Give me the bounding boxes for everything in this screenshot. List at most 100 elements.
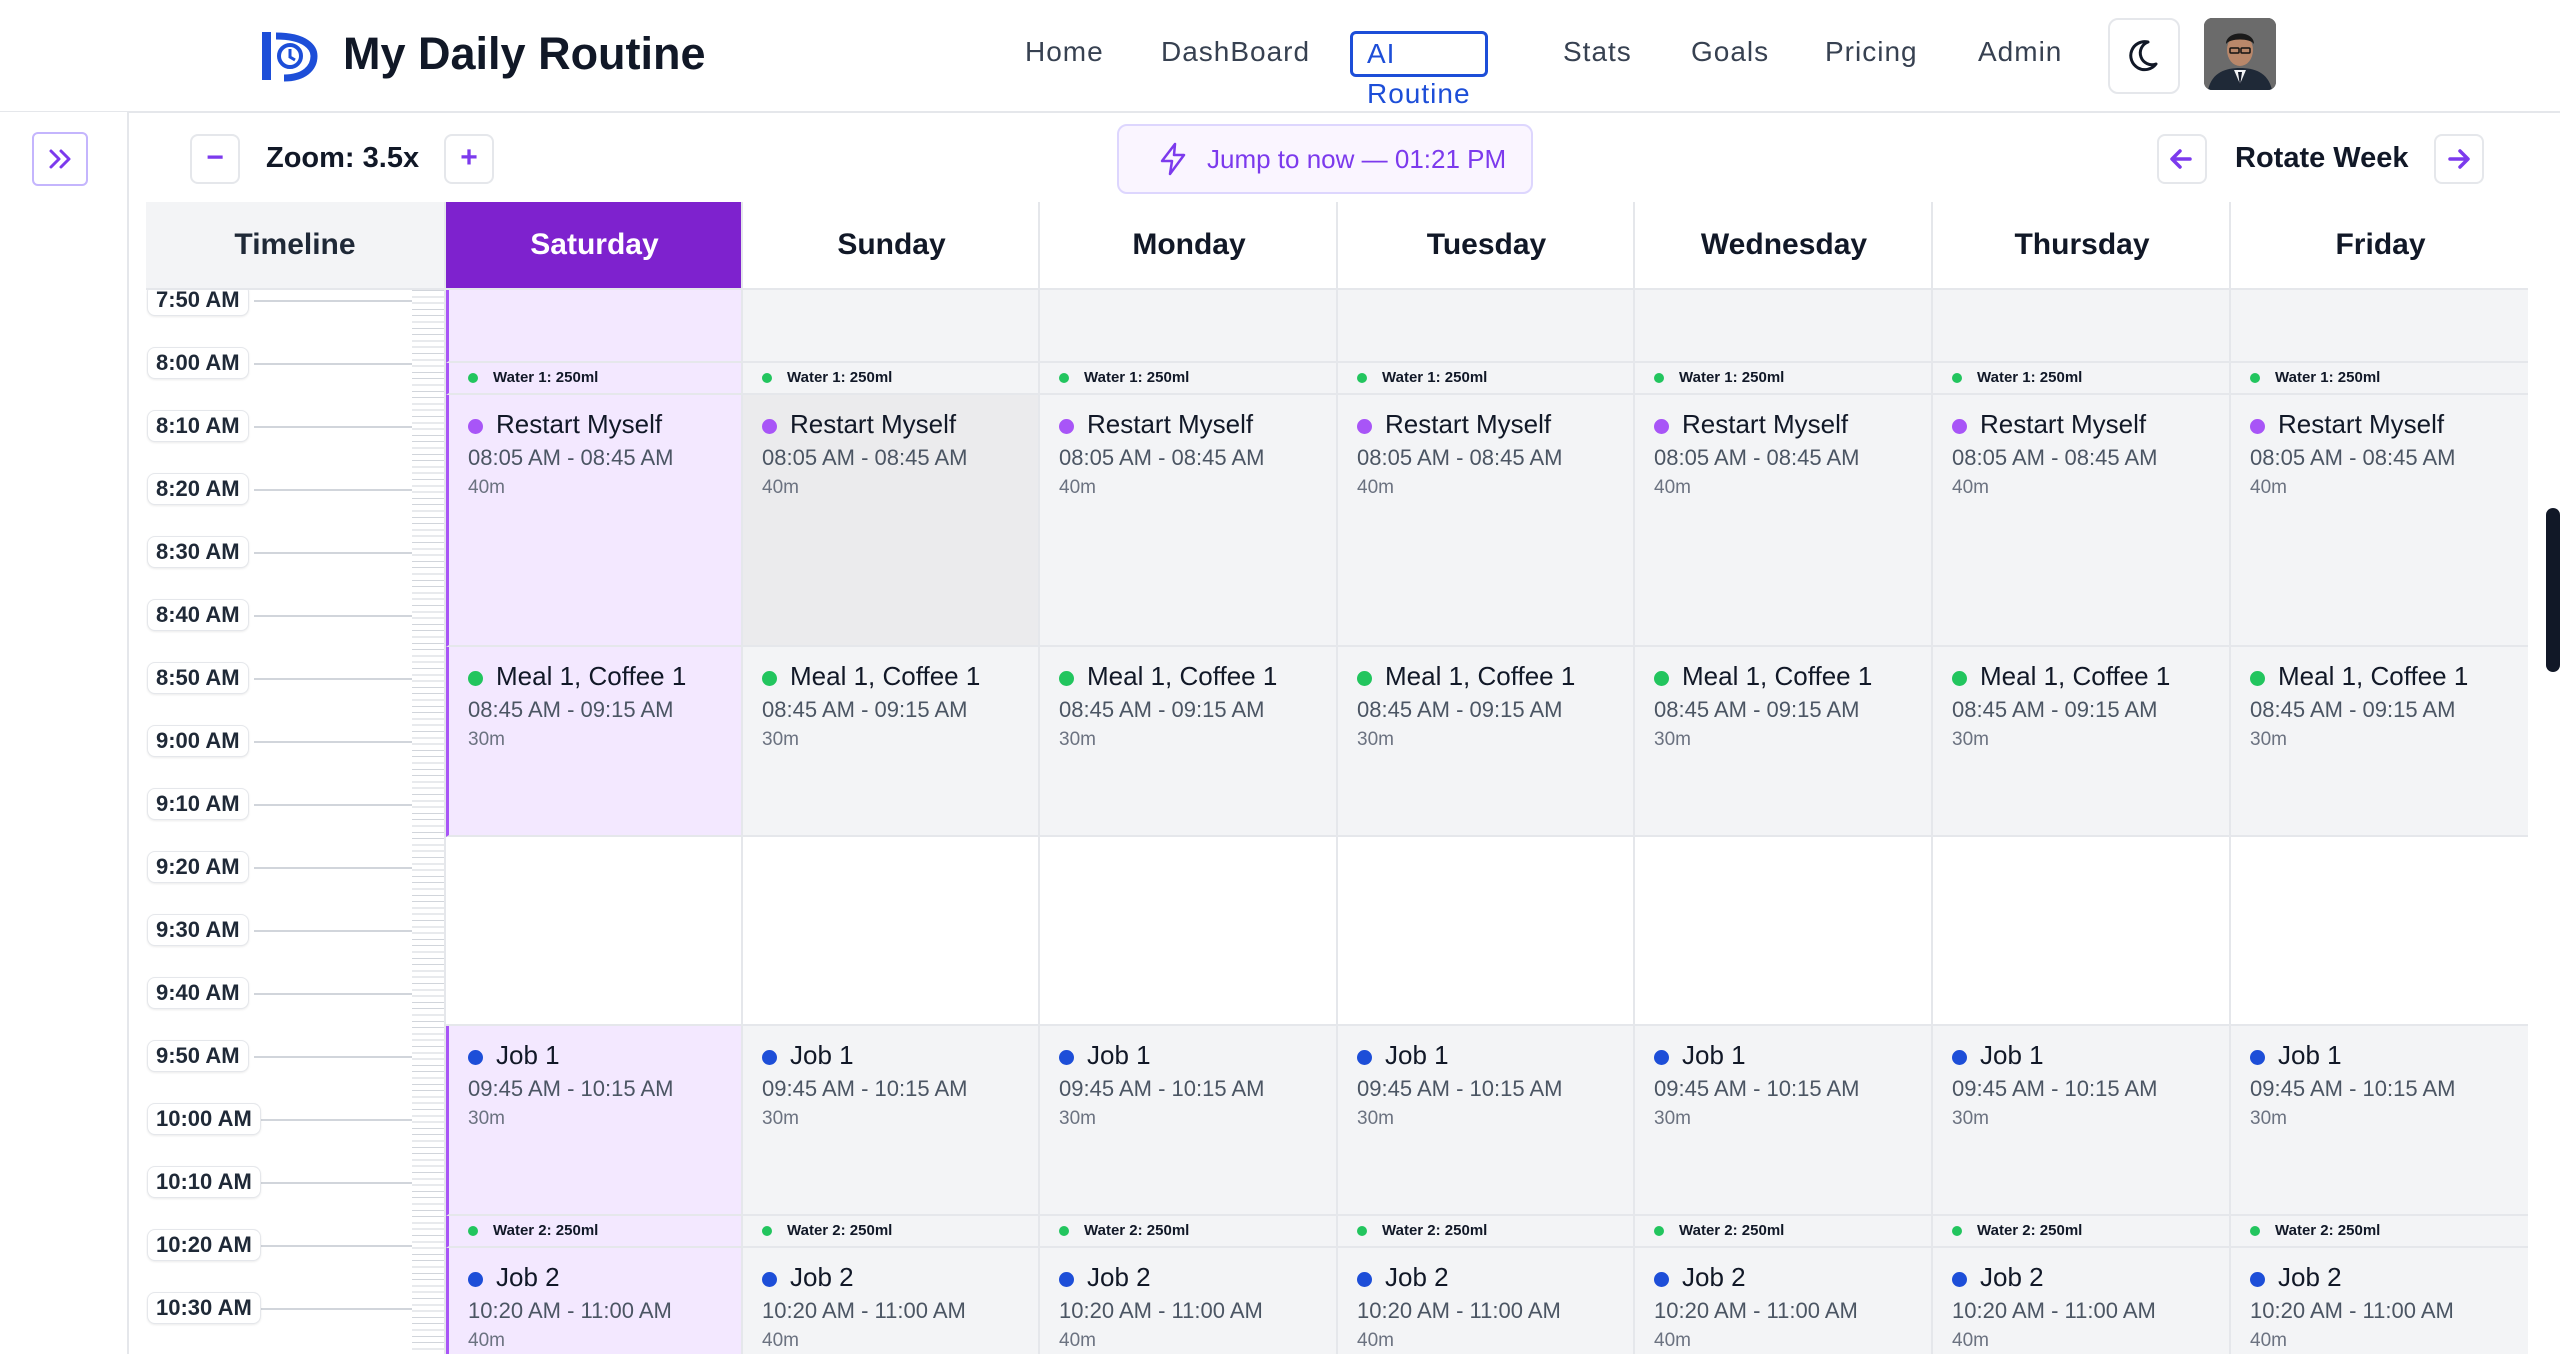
day-header-tuesday[interactable]: Tuesday [1336, 202, 1635, 290]
event-duration: 40m [1059, 477, 1096, 498]
app-logo-icon[interactable] [260, 28, 320, 84]
event-duration: 30m [1357, 729, 1394, 750]
nav-dashboard[interactable]: DashBoard [1161, 36, 1311, 67]
time-slot-empty[interactable] [1040, 837, 1338, 1026]
event-card[interactable]: Job 2 10:20 AM - 11:00 AM 40m [743, 1248, 1040, 1354]
event-card[interactable]: Restart Myself 08:05 AM - 08:45 AM 40m [1933, 395, 2231, 647]
event-card[interactable]: Restart Myself 08:05 AM - 08:45 AM 40m [743, 395, 1040, 647]
time-slot-empty[interactable] [1635, 290, 1933, 363]
water-reminder-label: Water 1: 250ml [1084, 369, 1190, 386]
water-reminder[interactable]: Water 2: 250ml [446, 1216, 743, 1248]
nav-ai-routine[interactable]: AI Routine [1350, 31, 1488, 109]
zoom-out-button[interactable]: − [190, 134, 240, 184]
event-card[interactable]: Meal 1, Coffee 1 08:45 AM - 09:15 AM 30m [446, 647, 743, 837]
tick-label: 10:20 AM [147, 1229, 261, 1261]
time-slot-empty[interactable] [1933, 290, 2231, 363]
day-header-friday[interactable]: Friday [2229, 202, 2528, 290]
zoom-in-button[interactable]: + [444, 134, 494, 184]
water-reminder[interactable]: Water 2: 250ml [1933, 1216, 2231, 1248]
time-slot-empty[interactable] [2231, 290, 2528, 363]
user-avatar[interactable] [2204, 18, 2276, 90]
event-duration: 40m [1357, 1330, 1394, 1351]
water-reminder[interactable]: Water 2: 250ml [743, 1216, 1040, 1248]
event-card[interactable]: Job 1 09:45 AM - 10:15 AM 30m [2231, 1026, 2528, 1216]
app-title[interactable]: My Daily Routine [343, 28, 706, 79]
nav-pricing[interactable]: Pricing [1825, 36, 1918, 67]
water-reminder[interactable]: Water 2: 250ml [1338, 1216, 1635, 1248]
event-card[interactable]: Job 2 10:20 AM - 11:00 AM 40m [446, 1248, 743, 1354]
event-card[interactable]: Job 2 10:20 AM - 11:00 AM 40m [1338, 1248, 1635, 1354]
event-card[interactable]: Job 2 10:20 AM - 11:00 AM 40m [1635, 1248, 1933, 1354]
nav-home[interactable]: Home [1025, 36, 1104, 67]
tick-line [254, 930, 412, 932]
event-time-range: 09:45 AM - 10:15 AM [2250, 1076, 2456, 1101]
tick-line [254, 741, 412, 743]
time-slot-empty[interactable] [446, 837, 743, 1026]
day-column-sunday: Water 1: 250ml Restart Myself 08:05 AM - 0… [741, 290, 1040, 1354]
day-header-saturday[interactable]: Saturday [444, 202, 743, 290]
event-card[interactable]: Restart Myself 08:05 AM - 08:45 AM 40m [1635, 395, 1933, 647]
nav-stats[interactable]: Stats [1563, 36, 1632, 67]
event-card[interactable]: Meal 1, Coffee 1 08:45 AM - 09:15 AM 30m [743, 647, 1040, 837]
water-reminder[interactable]: Water 2: 250ml [2231, 1216, 2528, 1248]
day-header-monday[interactable]: Monday [1038, 202, 1338, 290]
time-slot-empty[interactable] [1040, 290, 1338, 363]
event-card[interactable]: Restart Myself 08:05 AM - 08:45 AM 40m [2231, 395, 2528, 647]
water-reminder[interactable]: Water 1: 250ml [446, 363, 743, 395]
event-card[interactable]: Job 1 09:45 AM - 10:15 AM 30m [446, 1026, 743, 1216]
expand-sidebar-button[interactable] [32, 132, 88, 186]
event-color-dot-icon [468, 671, 483, 686]
event-card[interactable]: Job 1 09:45 AM - 10:15 AM 30m [743, 1026, 1040, 1216]
water-reminder[interactable]: Water 1: 250ml [1933, 363, 2231, 395]
event-card[interactable]: Job 1 09:45 AM - 10:15 AM 30m [1338, 1026, 1635, 1216]
event-card[interactable]: Job 2 10:20 AM - 11:00 AM 40m [2231, 1248, 2528, 1354]
event-card[interactable]: Job 2 10:20 AM - 11:00 AM 40m [1933, 1248, 2231, 1354]
event-duration: 30m [1952, 1108, 1989, 1129]
event-card[interactable]: Meal 1, Coffee 1 08:45 AM - 09:15 AM 30m [2231, 647, 2528, 837]
event-card[interactable]: Job 2 10:20 AM - 11:00 AM 40m [1040, 1248, 1338, 1354]
event-card[interactable]: Restart Myself 08:05 AM - 08:45 AM 40m [1338, 395, 1635, 647]
next-week-button[interactable] [2434, 134, 2484, 184]
jump-to-now-button[interactable]: Jump to now — 01:21 PM [1117, 124, 1533, 194]
event-time-range: 08:05 AM - 08:45 AM [468, 445, 674, 470]
day-header-thursday[interactable]: Thursday [1931, 202, 2231, 290]
event-card[interactable]: Restart Myself 08:05 AM - 08:45 AM 40m [1040, 395, 1338, 647]
water-reminder-label: Water 1: 250ml [1679, 369, 1785, 386]
time-slot-empty[interactable] [743, 837, 1040, 1026]
nav-admin[interactable]: Admin [1978, 36, 2063, 67]
event-card[interactable]: Job 1 09:45 AM - 10:15 AM 30m [1635, 1026, 1933, 1216]
nav-goals[interactable]: Goals [1691, 36, 1770, 67]
time-slot-empty[interactable] [446, 290, 743, 363]
water-reminder[interactable]: Water 1: 250ml [1040, 363, 1338, 395]
day-header-sunday[interactable]: Sunday [741, 202, 1040, 290]
time-slot-empty[interactable] [1338, 837, 1635, 1026]
event-card[interactable]: Meal 1, Coffee 1 08:45 AM - 09:15 AM 30m [1338, 647, 1635, 837]
page-scrollbar[interactable] [2546, 508, 2560, 672]
theme-toggle-button[interactable] [2108, 18, 2180, 94]
time-slot-empty[interactable] [2231, 837, 2528, 1026]
event-card[interactable]: Job 1 09:45 AM - 10:15 AM 30m [1933, 1026, 2231, 1216]
water-reminder[interactable]: Water 1: 250ml [743, 363, 1040, 395]
tick-label: 8:00 AM [147, 347, 249, 379]
day-header-wednesday[interactable]: Wednesday [1633, 202, 1933, 290]
water-dot-icon [1952, 1226, 1962, 1236]
time-slot-empty[interactable] [1635, 837, 1933, 1026]
previous-week-button[interactable] [2157, 134, 2207, 184]
water-reminder[interactable]: Water 1: 250ml [2231, 363, 2528, 395]
time-slot-empty[interactable] [1338, 290, 1635, 363]
event-card[interactable]: Meal 1, Coffee 1 08:45 AM - 09:15 AM 30m [1635, 647, 1933, 837]
water-reminder[interactable]: Water 1: 250ml [1338, 363, 1635, 395]
event-card[interactable]: Restart Myself 08:05 AM - 08:45 AM 40m [446, 395, 743, 647]
water-reminder[interactable]: Water 1: 250ml [1635, 363, 1933, 395]
water-reminder[interactable]: Water 2: 250ml [1040, 1216, 1338, 1248]
event-duration: 40m [762, 477, 799, 498]
event-card[interactable]: Meal 1, Coffee 1 08:45 AM - 09:15 AM 30m [1040, 647, 1338, 837]
water-reminder-label: Water 1: 250ml [493, 369, 599, 386]
event-color-dot-icon [1357, 419, 1372, 434]
water-reminder[interactable]: Water 2: 250ml [1635, 1216, 1933, 1248]
tick-line [254, 1245, 412, 1247]
event-card[interactable]: Job 1 09:45 AM - 10:15 AM 30m [1040, 1026, 1338, 1216]
time-slot-empty[interactable] [743, 290, 1040, 363]
time-slot-empty[interactable] [1933, 837, 2231, 1026]
event-card[interactable]: Meal 1, Coffee 1 08:45 AM - 09:15 AM 30m [1933, 647, 2231, 837]
